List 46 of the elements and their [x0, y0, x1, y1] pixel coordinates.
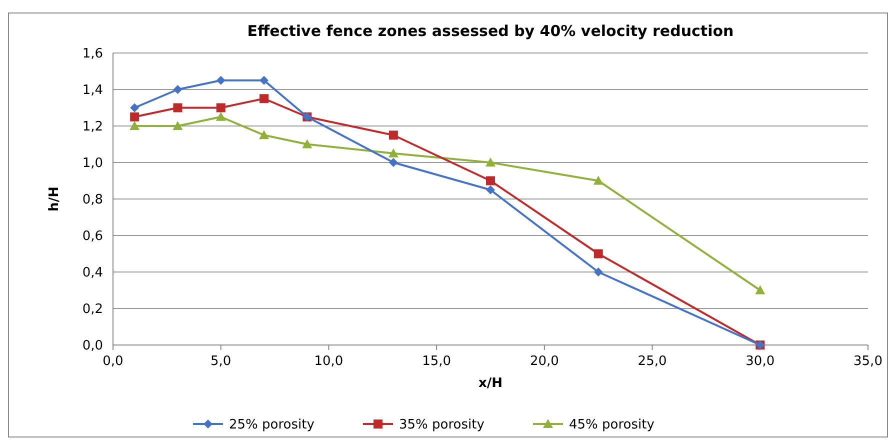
x-tick-label: 15,0 [422, 354, 452, 369]
chart-title: Effective fence zones assessed by 40% velocity reduction [247, 22, 734, 40]
point [755, 285, 766, 294]
y-tick-label: 0,2 [82, 302, 103, 318]
point [130, 112, 140, 122]
point [172, 121, 183, 130]
point [216, 112, 226, 121]
x-tick-label: 5,0 [210, 354, 232, 369]
point [260, 94, 268, 104]
point [388, 148, 398, 158]
point [260, 76, 268, 85]
y-tick-label: 1,6 [82, 46, 103, 62]
y-tick-label: 1,2 [82, 120, 103, 135]
point [302, 139, 312, 148]
point [173, 103, 182, 112]
x-tick-label: 20,0 [530, 354, 559, 369]
x-tick-label: 25,0 [638, 354, 667, 369]
y-tick-label: 0,4 [82, 266, 103, 281]
point [216, 103, 226, 112]
point [486, 176, 495, 186]
legend-label: 25% porosity [229, 418, 315, 433]
x-tick-label: 30,0 [746, 354, 775, 369]
y-tick-label: 0,0 [82, 338, 103, 354]
point [486, 185, 495, 194]
x-tick-label: 0,0 [102, 354, 124, 369]
point [593, 176, 604, 185]
point [486, 158, 496, 166]
point [594, 268, 603, 276]
legend-label: 35% porosity [399, 418, 485, 433]
y-tick-label: 0,6 [82, 229, 103, 244]
y-axis-title: h/H [47, 186, 62, 212]
point [594, 249, 603, 258]
point [130, 103, 140, 112]
x-tick-label: 35,0 [854, 354, 882, 369]
y-tick-label: 1,0 [82, 156, 103, 172]
point [216, 76, 226, 85]
x-tick-label: 10,0 [314, 354, 344, 369]
legend-label: 45% porosity [569, 418, 655, 433]
x-axis-title: x/H [478, 376, 503, 391]
point [173, 85, 182, 94]
point [130, 121, 140, 130]
point [388, 158, 398, 167]
point [388, 130, 398, 140]
point [259, 130, 269, 140]
y-tick-label: 0,8 [82, 192, 103, 208]
y-tick-label: 1,4 [82, 83, 103, 98]
